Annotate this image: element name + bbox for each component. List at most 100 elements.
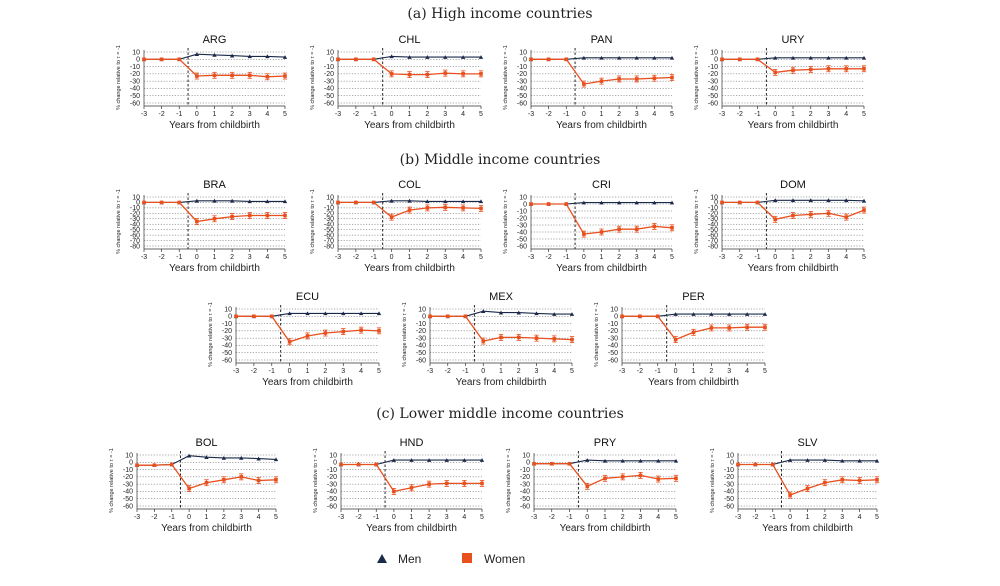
y-tick-label: -40 [708,86,718,93]
men-point [247,199,252,204]
y-tick-label: 10 [132,49,140,56]
x-tick-label: 1 [692,368,696,375]
women-point [652,76,657,81]
panel-title: PAN [591,34,613,46]
women-point [159,57,164,62]
women-point [265,213,270,218]
panel-title: MEX [489,291,514,303]
y-tick-label: 10 [132,194,140,201]
women-point [187,486,191,491]
women-point [773,217,778,222]
women-point [823,480,827,485]
women-point [727,326,732,330]
y-tick-label: -40 [123,489,133,496]
x-tick-label: -2 [159,111,165,118]
x-tick-label: -3 [141,254,147,261]
y-tick-label: -50 [222,350,232,357]
x-tick-label: -2 [159,254,165,261]
legend-men-label: Men [398,552,421,566]
men-point [481,309,486,313]
women-point [862,66,866,71]
women-point [462,481,467,486]
panel-title: CHL [398,34,420,46]
men-point [844,55,849,60]
women-point [770,462,775,467]
y-axis-label: % change relative to τ = -1 [116,45,122,110]
x-tick-label: -1 [754,111,760,118]
x-tick-label: 5 [674,514,678,521]
y-tick-label: -80 [708,243,718,250]
women-point [425,72,430,77]
men-point [652,200,657,205]
men-point [669,55,675,60]
men-point [273,457,279,462]
x-tick-label: 3 [827,111,831,118]
women-point [212,73,217,78]
women-point [336,200,340,205]
y-tick-label: -50 [416,350,426,357]
women-point [788,493,792,497]
women-point [195,74,199,78]
women-point [720,200,724,205]
y-axis-label: % change relative to τ = -1 [710,448,716,513]
y-tick-label: -70 [324,238,334,245]
women-point [773,70,778,75]
women-point [389,215,394,219]
x-tick-label: -2 [737,111,743,118]
y-tick-label: -60 [327,503,337,510]
y-tick-label: 10 [519,49,527,56]
y-axis-label: % change relative to τ = -1 [694,45,700,110]
women-point [142,200,146,205]
x-tick-label: 0 [585,514,589,521]
men-point [634,55,639,60]
y-tick-label: -50 [708,227,718,234]
x-tick-label: 4 [359,368,363,375]
y-tick-label: -40 [517,229,527,236]
men-point [744,312,750,316]
y-axis-label: % change relative to τ = -1 [503,189,509,254]
women-point [638,473,643,478]
women-point [428,314,432,319]
y-tick-label: -60 [708,100,718,107]
x-tick-label: 1 [213,254,217,261]
y-tick-label: 0 [614,314,618,321]
x-tick-label: -2 [637,368,643,375]
x-tick-label: -3 [528,111,534,118]
y-tick-label: 0 [523,57,527,64]
x-tick-label: -3 [427,368,433,375]
x-tick-label: 5 [862,254,866,261]
x-tick-label: 1 [806,514,810,521]
y-tick-label: -40 [724,489,734,496]
section-title-middle-income: (b) Middle income countries [400,152,601,168]
women-point [826,211,831,216]
women-point [177,200,182,205]
men-point [826,55,831,60]
y-tick-label: -10 [327,467,337,474]
x-axis-label: Years from childbirth [748,263,839,274]
women-point [875,477,879,482]
y-tick-label: -60 [324,232,334,239]
women-point [336,57,340,62]
x-tick-label: 0 [788,514,792,521]
women-point [808,67,813,72]
women-point [374,462,379,467]
y-tick-label: -10 [130,64,140,71]
x-tick-label: 1 [408,111,412,118]
women-point [445,314,450,319]
x-tick-label: 3 [445,514,449,521]
x-tick-label: 4 [462,514,466,521]
y-tick-label: 10 [710,194,718,201]
men-point [341,311,346,316]
x-tick-label: 2 [617,254,621,261]
women-point [634,227,639,231]
x-tick-label: -1 [566,514,572,521]
x-tick-label: 5 [283,111,287,118]
y-tick-label: -40 [324,86,334,93]
x-tick-label: 0 [195,111,199,118]
y-tick-label: -60 [123,503,133,510]
y-tick-label: 0 [330,57,334,64]
